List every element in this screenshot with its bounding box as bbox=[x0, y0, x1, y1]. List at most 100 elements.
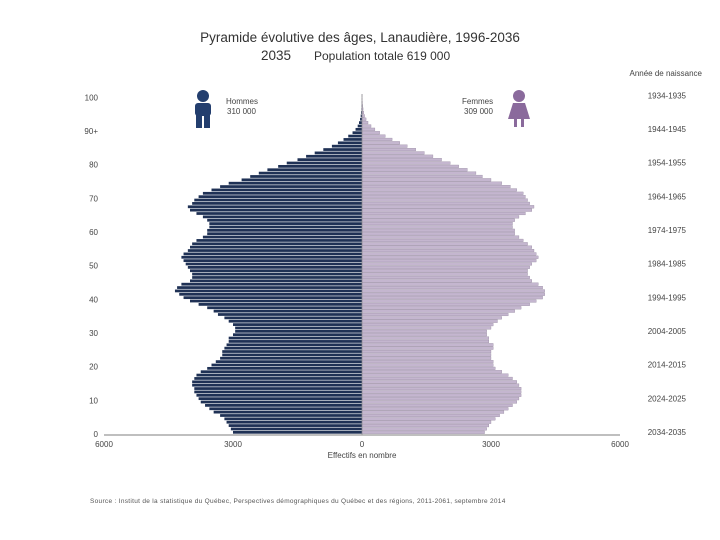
bar-women-age-53 bbox=[361, 252, 537, 256]
bar-men-age-60 bbox=[207, 228, 362, 232]
birth-year-label: 2004-2005 bbox=[648, 327, 687, 336]
age-label: 40 bbox=[89, 295, 98, 304]
bar-men-age-92 bbox=[358, 121, 362, 124]
bar-women-age-17 bbox=[361, 373, 509, 377]
bar-women-age-75 bbox=[361, 178, 492, 182]
bar-women-age-62 bbox=[361, 222, 513, 226]
bar-men-age-28 bbox=[228, 336, 362, 340]
bar-women-age-89 bbox=[361, 131, 380, 135]
bar-women-age-25 bbox=[361, 346, 494, 350]
women-label: Femmes bbox=[462, 97, 494, 106]
bar-women-age-60 bbox=[361, 228, 515, 232]
bar-women-age-10 bbox=[361, 397, 520, 401]
bar-men-age-86 bbox=[337, 141, 362, 145]
bar-women-age-14 bbox=[361, 383, 520, 387]
bar-men-age-27 bbox=[228, 340, 362, 343]
bar-men-age-93 bbox=[360, 117, 362, 121]
bar-women-age-69 bbox=[361, 198, 528, 202]
x-tick-label: 3000 bbox=[224, 440, 242, 449]
bar-men-age-11 bbox=[196, 393, 362, 397]
bar-women-age-81 bbox=[361, 158, 442, 162]
bar-women-age-31 bbox=[361, 326, 492, 330]
bar-women-age-11 bbox=[361, 393, 522, 397]
bar-men-age-79 bbox=[278, 164, 362, 168]
bar-men-age-65 bbox=[196, 212, 362, 215]
bar-women-age-41 bbox=[361, 292, 545, 296]
bar-women-age-36 bbox=[361, 309, 515, 313]
bar-men-age-44 bbox=[181, 282, 362, 286]
bar-women-age-61 bbox=[361, 225, 513, 229]
bar-women-age-15 bbox=[361, 380, 517, 384]
birth-year-label: 1944-1945 bbox=[648, 125, 687, 134]
men-value: 310 000 bbox=[227, 107, 256, 116]
bar-men-age-64 bbox=[202, 215, 362, 219]
bar-men-age-48 bbox=[190, 269, 362, 273]
bar-men-age-83 bbox=[314, 151, 362, 155]
bar-women-age-45 bbox=[361, 279, 533, 283]
total-population: Population totale 619 000 bbox=[314, 49, 451, 63]
bar-men-age-46 bbox=[192, 276, 362, 279]
bar-men-age-15 bbox=[192, 380, 362, 384]
pyramid-bars bbox=[174, 94, 545, 434]
birth-year-label: 2034-2035 bbox=[648, 428, 687, 437]
bar-women-age-5 bbox=[361, 413, 500, 418]
bar-women-age-74 bbox=[361, 181, 502, 185]
bar-women-age-64 bbox=[361, 215, 520, 219]
bar-men-age-36 bbox=[213, 309, 362, 313]
bar-men-age-38 bbox=[198, 303, 362, 306]
bar-men-age-57 bbox=[196, 239, 362, 242]
bar-women-age-73 bbox=[361, 185, 511, 189]
age-label: 30 bbox=[89, 329, 98, 338]
bar-women-age-86 bbox=[361, 141, 400, 145]
bar-women-age-80 bbox=[361, 161, 451, 165]
bar-men-age-55 bbox=[190, 245, 362, 249]
bar-women-age-47 bbox=[361, 272, 528, 276]
bar-men-age-52 bbox=[181, 255, 362, 259]
bar-men-age-80 bbox=[286, 161, 362, 165]
bar-men-age-10 bbox=[198, 397, 362, 401]
bar-women-age-52 bbox=[361, 255, 539, 259]
bar-men-age-81 bbox=[297, 158, 362, 162]
bar-women-age-91 bbox=[361, 124, 372, 128]
bar-men-age-82 bbox=[306, 154, 362, 158]
bar-men-age-70 bbox=[198, 195, 362, 199]
bar-women-age-16 bbox=[361, 376, 513, 380]
x-tick-label: 6000 bbox=[611, 440, 629, 449]
bar-women-age-39 bbox=[361, 299, 537, 303]
age-label: 90+ bbox=[84, 127, 98, 136]
bar-women-age-63 bbox=[361, 218, 515, 222]
bar-men-age-72 bbox=[211, 188, 362, 192]
bar-women-age-84 bbox=[361, 148, 416, 152]
bar-women-age-77 bbox=[361, 171, 477, 175]
bar-women-age-92 bbox=[361, 121, 369, 125]
bar-men-age-1 bbox=[230, 427, 362, 431]
bar-men-age-59 bbox=[207, 232, 362, 236]
birth-year-label: 2024-2025 bbox=[648, 394, 687, 403]
bar-men-age-32 bbox=[233, 323, 362, 326]
bar-men-age-29 bbox=[233, 333, 362, 337]
bar-men-age-66 bbox=[190, 208, 362, 212]
bar-men-age-49 bbox=[187, 265, 362, 269]
bar-men-age-13 bbox=[194, 387, 362, 390]
bar-men-age-56 bbox=[192, 242, 362, 246]
bar-women-age-76 bbox=[361, 174, 483, 179]
bar-men-age-30 bbox=[235, 329, 362, 333]
x-tick-label: 3000 bbox=[482, 440, 500, 449]
bar-men-age-3 bbox=[226, 420, 362, 424]
birth-year-axis-title: Année de naissance bbox=[629, 69, 703, 78]
bar-men-age-61 bbox=[209, 225, 362, 229]
bar-women-age-6 bbox=[361, 410, 505, 414]
bar-men-age-95 bbox=[361, 111, 362, 114]
bar-men-age-54 bbox=[187, 249, 362, 252]
woman-icon bbox=[508, 90, 530, 127]
bar-women-age-67 bbox=[361, 205, 535, 209]
bar-men-age-8 bbox=[205, 404, 362, 407]
bar-men-age-20 bbox=[211, 363, 362, 367]
bar-women-age-4 bbox=[361, 417, 496, 421]
men-label: Hommes bbox=[226, 97, 259, 106]
bar-women-age-7 bbox=[361, 407, 509, 411]
bar-men-age-45 bbox=[190, 279, 362, 283]
source-note: Source : Institut de la statistique du Q… bbox=[90, 498, 506, 505]
bar-women-age-3 bbox=[361, 420, 492, 424]
